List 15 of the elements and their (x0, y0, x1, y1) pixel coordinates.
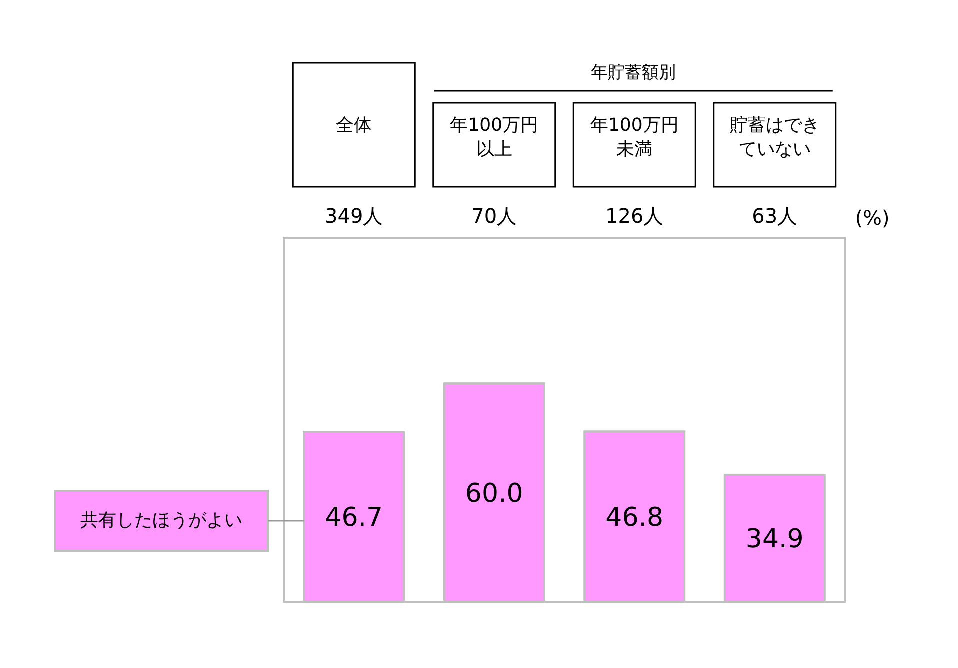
text: 126人 (604, 203, 665, 230)
x-tick-label: 貯蓄はできていない (728, 114, 821, 162)
x-tick-label: 年100万円未満 (589, 114, 680, 162)
data-label: 46.7 (325, 503, 384, 534)
text: 年貯蓄額別 (590, 62, 678, 85)
data-label: 46.8 (606, 502, 664, 533)
text: 349人 (324, 203, 384, 230)
x-tick-label: 年100万円以上 (449, 114, 540, 162)
data-label: 60.0 (465, 478, 524, 509)
text: 共有したほうがよい (55, 491, 268, 551)
x-tick-label: 全体 (335, 114, 374, 138)
text: 63人 (751, 203, 799, 230)
text: 70人 (470, 203, 518, 230)
data-label: 34.9 (746, 524, 804, 554)
y-axis-title: (%) (854, 205, 891, 232)
